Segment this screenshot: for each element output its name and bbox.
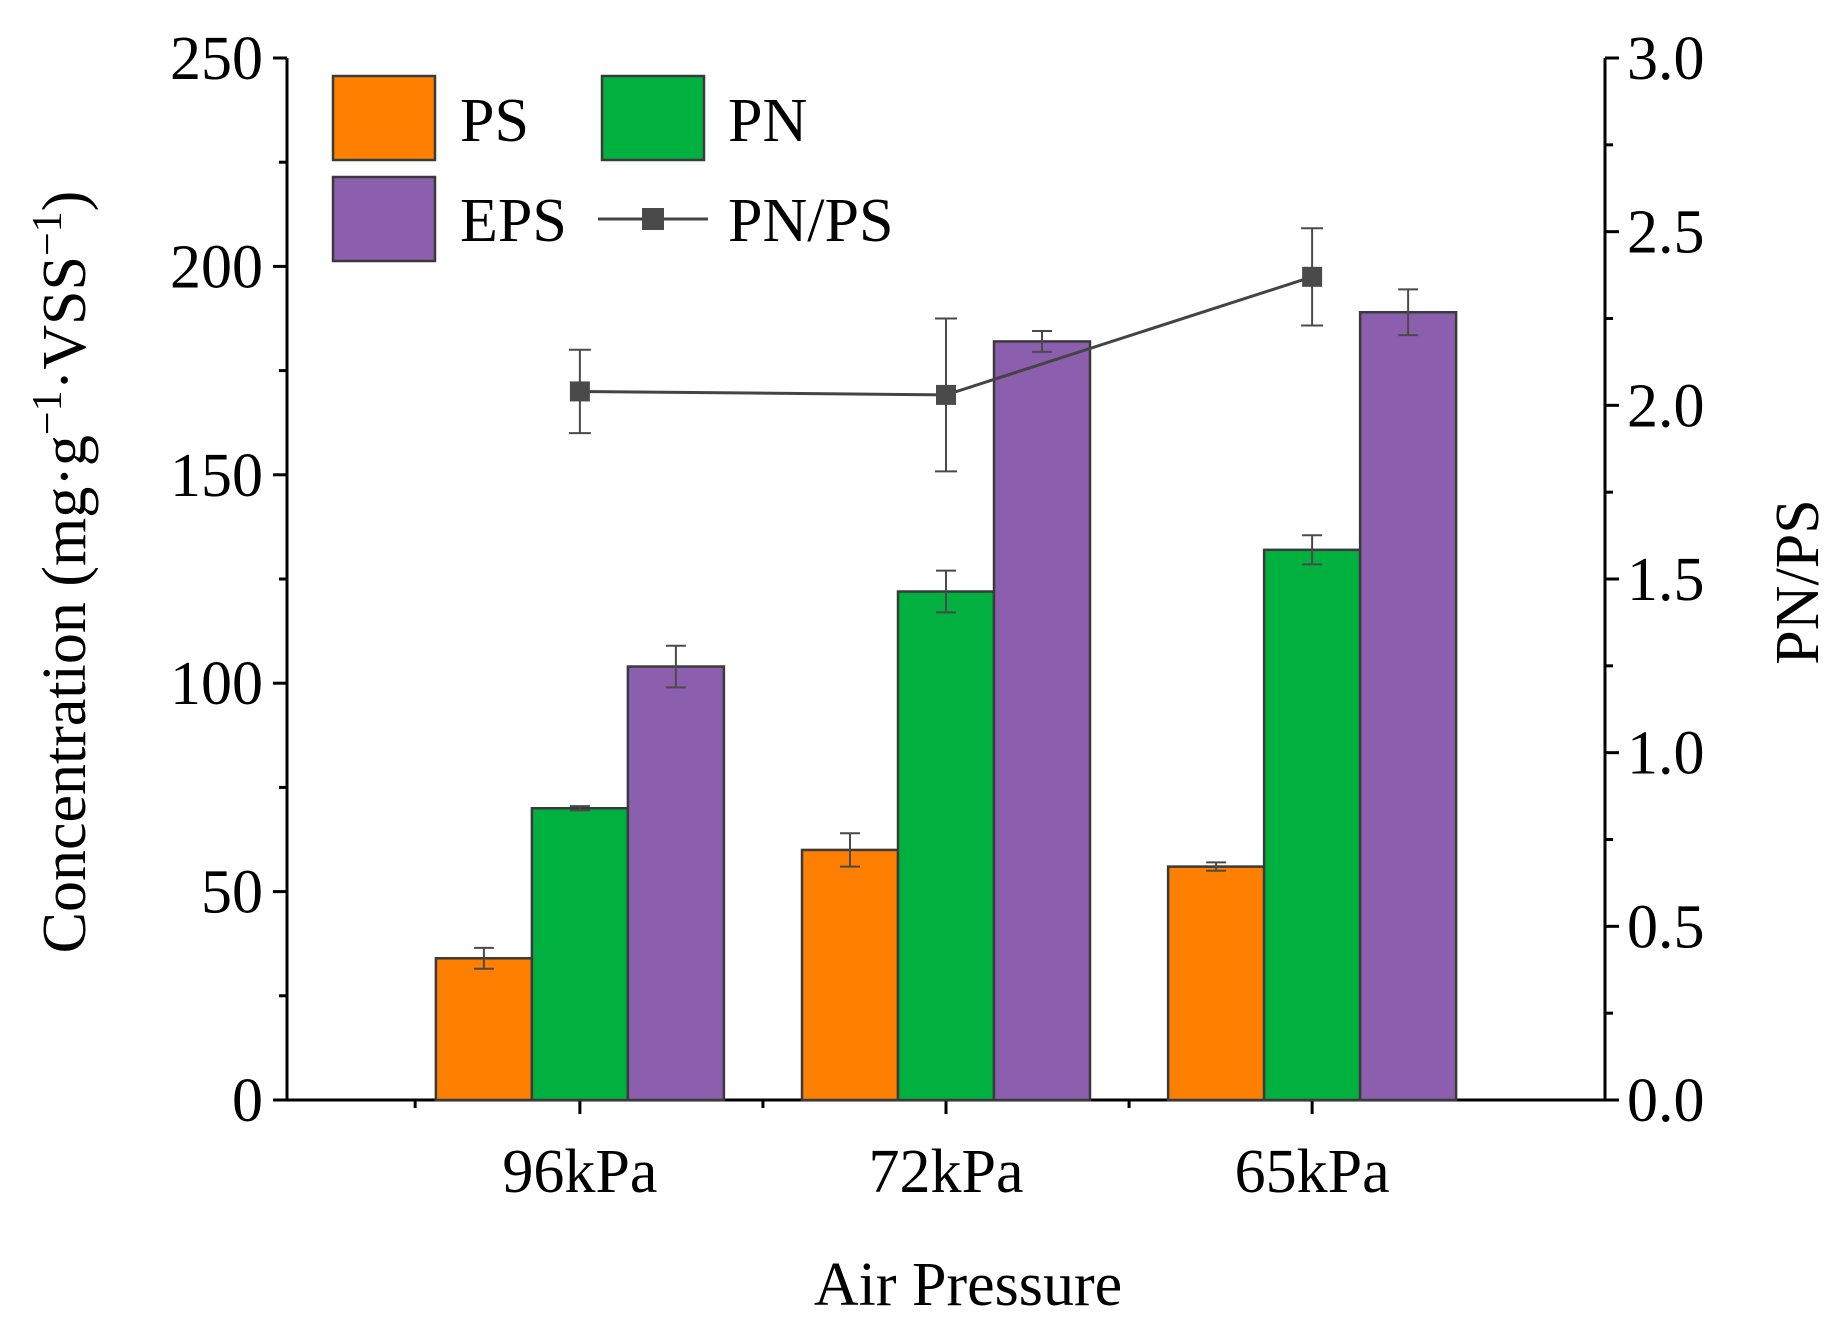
bar-ps-72kpa bbox=[800, 848, 900, 1102]
legend-swatch-pn bbox=[600, 74, 706, 162]
y2-tick-label: 0.0 bbox=[1627, 1067, 1705, 1135]
legend-swatch-ps bbox=[331, 74, 437, 162]
y2-tick-label: 0.5 bbox=[1627, 893, 1705, 961]
bar-eps-72kpa bbox=[992, 340, 1092, 1102]
pn-ps-point-72kpa bbox=[936, 384, 956, 405]
bar-ps-65kpa bbox=[1166, 865, 1266, 1102]
legend-label-pn-ps: PN/PS bbox=[728, 187, 893, 255]
legend-label-pn: PN bbox=[728, 87, 807, 155]
y2-tick-label: 1.5 bbox=[1627, 546, 1705, 614]
y-tick-label: 150 bbox=[170, 442, 263, 510]
bar-series bbox=[434, 288, 1458, 1102]
y-tick-label: 0 bbox=[232, 1067, 263, 1135]
legend: PS PN EPS PN/PS bbox=[331, 74, 893, 263]
y2-tick-label: 2.0 bbox=[1627, 372, 1705, 440]
bar-eps-65kpa bbox=[1358, 310, 1458, 1102]
bar-pn-65kpa bbox=[1262, 548, 1362, 1102]
y-axis-title: Concentration (mg·g−1·VSS−1) bbox=[25, 191, 99, 954]
y-axis-ticks: 0 50 100 150 200 250 bbox=[170, 25, 287, 1135]
y2-axis-title: PN/PS bbox=[1764, 499, 1832, 664]
legend-label-ps: PS bbox=[460, 87, 529, 155]
pn-ps-point-65kpa bbox=[1302, 266, 1323, 287]
x-tick-label: 72kPa bbox=[869, 1138, 1024, 1206]
bar-ps-96kpa bbox=[434, 957, 534, 1102]
y-tick-label: 100 bbox=[170, 650, 263, 718]
y2-tick-label: 3.0 bbox=[1627, 25, 1705, 93]
legend-label-eps: EPS bbox=[460, 187, 567, 255]
x-tick-label: 96kPa bbox=[502, 1138, 657, 1206]
y2-tick-label: 2.5 bbox=[1627, 199, 1705, 267]
bar-eps-96kpa bbox=[626, 665, 726, 1102]
pn-ps-point-96kpa bbox=[569, 381, 590, 402]
x-axis-title: Air Pressure bbox=[814, 1251, 1122, 1319]
ratio-series bbox=[568, 227, 1324, 473]
y2-axis-ticks: 0.0 0.5 1.0 1.5 2.0 2.5 3.0 bbox=[1605, 25, 1705, 1135]
y-tick-label: 250 bbox=[170, 25, 263, 93]
y-tick-label: 50 bbox=[201, 859, 263, 927]
bar-pn-72kpa bbox=[896, 590, 996, 1102]
y-tick-label: 200 bbox=[170, 233, 263, 301]
legend-marker-pn-ps bbox=[642, 208, 664, 230]
legend-swatch-eps bbox=[331, 175, 437, 263]
x-tick-label: 65kPa bbox=[1235, 1138, 1390, 1206]
bar-pn-96kpa bbox=[530, 806, 630, 1102]
y2-tick-label: 1.0 bbox=[1627, 720, 1705, 788]
x-axis-ticks: 96kPa 72kPa 65kPa bbox=[413, 1100, 1390, 1206]
